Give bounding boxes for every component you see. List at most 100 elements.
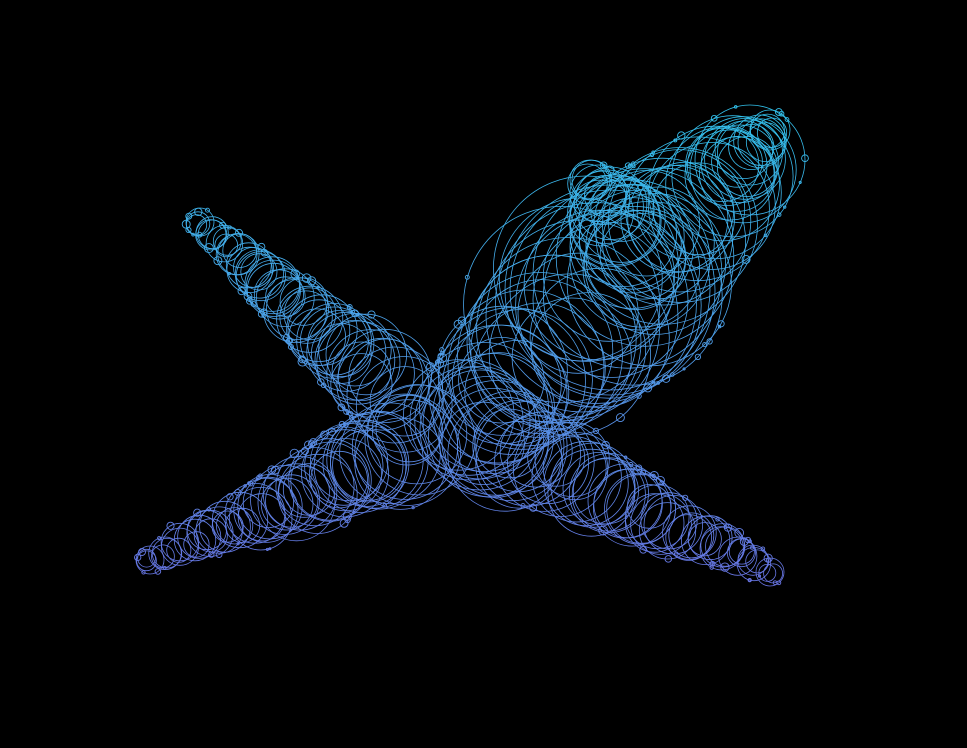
fringe-circle [352,510,356,514]
fringe-circle [801,154,809,163]
fringe-circle [301,273,312,283]
fringe-circle [193,508,202,517]
fringe-circle [309,438,318,447]
fringe-circle [194,207,203,217]
fringe-circle [599,161,608,170]
fringe-circle [157,536,162,541]
fringe-circle [741,254,751,264]
fringe-circle [682,494,689,501]
fringe-circle [760,546,766,551]
outline-circle [354,399,462,506]
outline-circle [700,124,780,203]
fringe-circle [247,481,251,485]
fringe-circle [215,551,223,558]
outline-circle [737,118,785,166]
outline-circle [211,510,244,543]
fringe-circle [631,164,636,169]
outline-circle [687,125,768,206]
outline-circle [569,179,677,287]
outline-circle [638,502,697,560]
outline-circle [687,522,722,557]
fringe-circle [289,448,300,459]
outline-circle [464,340,570,445]
fringe-circle [710,114,718,122]
outline-circle [447,396,563,512]
outline-circle [685,127,760,202]
fringe-circle [301,447,309,455]
outline-circle [689,116,797,224]
fringe-circle [181,219,191,229]
outline-circle [529,267,670,408]
fringe-circle [453,319,463,329]
outline-circle [257,463,336,542]
fringe-circle [306,276,317,286]
fringe-circle [237,287,246,296]
fringe-circle [235,228,243,237]
outline-circle [758,564,777,582]
fringe-circle [439,347,445,353]
fringe-circle [702,342,708,348]
outline-circle [662,505,717,560]
fringe-circle [757,574,762,578]
fringe-circle [304,440,313,450]
outline-circle [711,136,763,188]
fringe-circle [260,308,268,316]
fringe-circle [270,465,280,475]
outline-circle [409,359,531,481]
fringe-circle [643,383,653,393]
fringe-circle [213,256,223,266]
outline-circle [569,189,711,331]
outline-circle [509,189,711,391]
fringe-circle [154,568,162,575]
outline-circle [432,353,554,474]
fringe-circle [723,524,728,529]
outline-circle [414,366,524,476]
fringe-circle [601,441,610,450]
fringe-circle [317,378,325,386]
fringe-circle [411,505,415,510]
fringe-circle [243,291,253,301]
outline-circle [728,124,775,171]
outline-circle [624,484,690,550]
outline-circle [438,307,586,455]
outline-circle [287,299,351,363]
outline-circle [567,179,634,247]
outline-circle [316,320,401,405]
fringe-circle [367,310,376,319]
outline-circle [474,408,545,479]
fringe-circle [338,420,346,428]
fringe-circle [778,110,785,117]
outline-circle [265,474,319,528]
outline-circle [694,104,806,216]
outline-circle [173,518,217,562]
outline-circle [278,466,330,518]
fringe-circle [196,231,203,238]
fringe-circle [636,464,643,471]
fringe-circle [706,338,713,345]
fringe-circle [763,233,768,238]
outline-circle [585,197,682,294]
fringe-circle [651,380,656,385]
fringe-circle [191,232,195,237]
outline-circle [253,269,304,320]
fringe-circle [257,242,266,251]
outline-circle [665,126,780,242]
outline-circle [437,305,568,436]
fringe-circle [774,108,783,116]
fringe-circle [734,527,745,538]
outline-circle [325,313,407,396]
fringe-circle [134,553,142,562]
fringe-circle [320,430,329,440]
fringe-circle [673,138,678,143]
outline-circle [442,352,555,465]
outline-circle [375,394,443,463]
outline-circle [263,279,328,343]
outline-circle [716,136,778,197]
fringe-circle [747,539,752,544]
outline-circle [488,273,652,436]
fringe-circle [307,440,316,448]
outline-circle [233,477,299,543]
outline-circle [195,506,243,554]
fringe-circle [342,406,346,411]
